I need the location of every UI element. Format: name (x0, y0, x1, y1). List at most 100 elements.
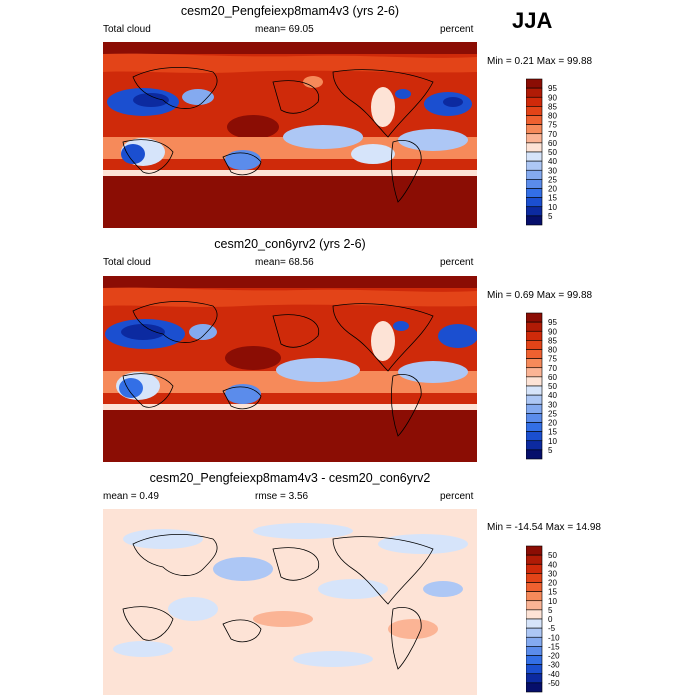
panel-2-left-label: Total cloud (103, 257, 151, 268)
colorbar-swatch (526, 197, 543, 208)
colorbar-swatch (526, 367, 543, 378)
colorbar-tick-label: 40 (548, 560, 557, 569)
colorbar-tick-label: -15 (548, 642, 560, 651)
colorbar-tick-label: 10 (548, 437, 557, 446)
panel-2-mean: mean= 68.56 (255, 257, 314, 268)
colorbar-tick-label: 95 (548, 84, 557, 93)
colorbar-swatch (526, 591, 543, 602)
colorbar-swatch (526, 358, 543, 369)
colorbar-swatch (526, 385, 543, 396)
colorbar-swatch (526, 312, 543, 323)
colorbar-tick-label: 75 (548, 355, 557, 364)
colorbar-swatch (526, 206, 543, 217)
colorbar-tick-label: 0 (548, 615, 553, 624)
colorbar-swatch (526, 124, 543, 135)
colorbar-swatch (526, 340, 543, 350)
colorbar-swatch (526, 609, 543, 620)
colorbar-swatch (526, 142, 543, 153)
colorbar-tick-label: 25 (548, 175, 557, 184)
colorbar-swatch (526, 449, 543, 460)
colorbar-swatch (526, 545, 543, 556)
colorbar-tick-label: -5 (548, 624, 556, 633)
colorbar-tick-label: 50 (548, 148, 557, 157)
panel-1-map (103, 42, 477, 228)
colorbar-swatch (526, 573, 543, 583)
colorbar-tick-label: 40 (548, 391, 557, 400)
colorbar-tick-label: 90 (548, 93, 557, 102)
colorbar-tick-label: 30 (548, 166, 557, 175)
colorbar-tick-label: 85 (548, 336, 557, 345)
colorbar-swatch (526, 413, 543, 423)
colorbar-swatch (526, 394, 543, 405)
colorbar-swatch (526, 422, 543, 432)
colorbar-swatch (526, 440, 543, 451)
panel-3-mean: mean = 0.49 (103, 491, 159, 502)
colorbar-tick-label: 60 (548, 373, 557, 382)
colorbar-swatch (526, 554, 543, 565)
colorbar-tick-label: -10 (548, 633, 560, 642)
colorbar-tick-label: 15 (548, 428, 557, 437)
colorbar-swatch (526, 618, 543, 629)
colorbar-swatch (526, 664, 543, 675)
colorbar-tick-label: 70 (548, 364, 557, 373)
colorbar-tick-label: 90 (548, 327, 557, 336)
colorbar-tick-label: 50 (548, 551, 557, 560)
colorbar-swatch (526, 349, 543, 359)
colorbar-tick-label: 40 (548, 157, 557, 166)
colorbar-tick-label: 10 (548, 597, 557, 606)
colorbar-swatch (526, 330, 543, 341)
colorbar-tick-label: 95 (548, 318, 557, 327)
colorbar-swatch (526, 169, 543, 180)
colorbar-tick-label: 20 (548, 419, 557, 428)
colorbar-tick-label: 70 (548, 130, 557, 139)
panel-3-minmax: Min = -14.54 Max = 14.98 (487, 522, 601, 533)
panel-2-map (103, 276, 477, 462)
colorbar-swatch (526, 321, 543, 332)
colorbar-swatch (526, 133, 543, 144)
colorbar-swatch (526, 96, 543, 107)
colorbar-swatch (526, 376, 543, 387)
panel-1-left-label: Total cloud (103, 24, 151, 35)
panel-1-mean: mean= 69.05 (255, 24, 314, 35)
colorbar-swatch (526, 582, 543, 592)
colorbar-tick-label: 15 (548, 194, 557, 203)
colorbar-swatch (526, 431, 543, 442)
panel-3-map (103, 509, 477, 695)
panel-3-title: cesm20_Pengfeiexp8mam4v3 - cesm20_con6yr… (149, 471, 431, 485)
colorbar-swatch (526, 563, 543, 574)
colorbar-tick-label: 30 (548, 569, 557, 578)
colorbar-swatch (526, 636, 543, 647)
colorbar-swatch (526, 179, 543, 189)
colorbar-tick-label: 75 (548, 121, 557, 130)
colorbar-swatch (526, 188, 543, 198)
colorbar-swatch (526, 673, 543, 684)
colorbar-tick-label: 5 (548, 446, 553, 455)
colorbar-tick-label: 20 (548, 185, 557, 194)
colorbar-swatch (526, 160, 543, 171)
colorbar-tick-label: 10 (548, 203, 557, 212)
panel-3-units: percent (440, 491, 474, 502)
colorbar-tick-label: 20 (548, 579, 557, 588)
colorbar-swatch (526, 627, 543, 638)
colorbar-tick-label: 5 (548, 606, 553, 615)
colorbar-tick-label: 15 (548, 588, 557, 597)
colorbar-swatch (526, 87, 543, 98)
colorbar-swatch (526, 151, 543, 162)
season-label: JJA (512, 8, 553, 33)
colorbar-tick-label: -40 (548, 670, 560, 679)
colorbar-swatch (526, 215, 543, 226)
panel-3-rmse: rmse = 3.56 (255, 491, 309, 502)
panel-2-title: cesm20_con6yrv2 (yrs 2-6) (214, 237, 366, 251)
colorbar-tick-label: 5 (548, 212, 553, 221)
panel-2-units: percent (440, 257, 474, 268)
colorbar-tick-label: 30 (548, 400, 557, 409)
colorbar-swatch (526, 682, 543, 693)
colorbar-swatch (526, 655, 543, 665)
panel-1-title: cesm20_Pengfeiexp8mam4v3 (yrs 2-6) (180, 4, 400, 18)
colorbar-tick-label: -30 (548, 661, 560, 670)
colorbar-tick-label: 85 (548, 102, 557, 111)
colorbar-swatch (526, 115, 543, 125)
